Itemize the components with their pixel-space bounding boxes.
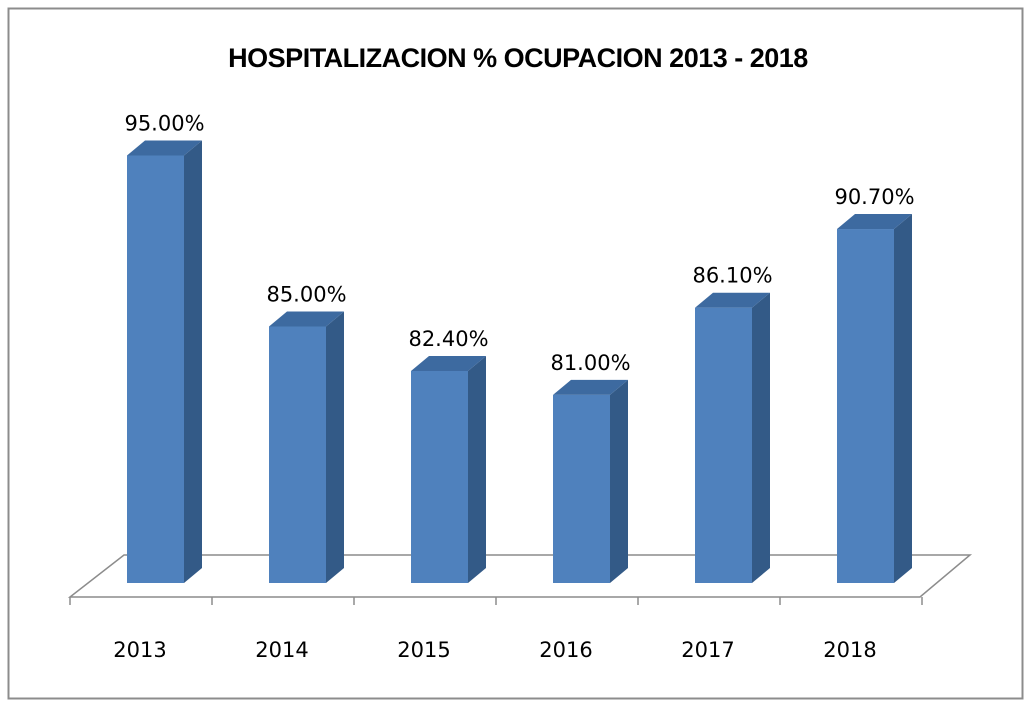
x-tick-label: 2016 (539, 638, 592, 662)
x-tick-label: 2017 (681, 638, 734, 662)
bar-side (752, 292, 770, 583)
bar-top (411, 355, 486, 371)
data-label: 85.00% (266, 283, 346, 307)
bar-side (894, 214, 912, 583)
bar-top (127, 140, 202, 156)
bar (269, 326, 326, 583)
floor (67, 554, 973, 598)
x-tick-label: 2015 (397, 638, 450, 662)
x-tick-label: 2014 (255, 638, 308, 662)
bar-side (610, 379, 628, 583)
bar (837, 229, 894, 583)
data-label: 95.00% (124, 112, 204, 136)
data-label: 81.00% (550, 351, 630, 375)
bar-top (269, 311, 344, 327)
data-label: 86.10% (692, 264, 772, 288)
bar (411, 370, 468, 583)
bar-side (184, 140, 202, 583)
bar-top (837, 214, 912, 230)
bar (127, 155, 184, 583)
bar-side (326, 311, 344, 583)
data-label: 90.70% (834, 185, 914, 209)
bar-top (695, 292, 770, 308)
bar (553, 394, 610, 583)
chart-title: HOSPITALIZACION % OCUPACION 2013 - 2018 (228, 43, 808, 73)
bar (695, 307, 752, 583)
x-tick-label: 2013 (113, 638, 166, 662)
bar-top (553, 379, 628, 395)
bar-side (468, 355, 486, 583)
x-tick-label: 2018 (823, 638, 876, 662)
data-label: 82.40% (408, 327, 488, 351)
